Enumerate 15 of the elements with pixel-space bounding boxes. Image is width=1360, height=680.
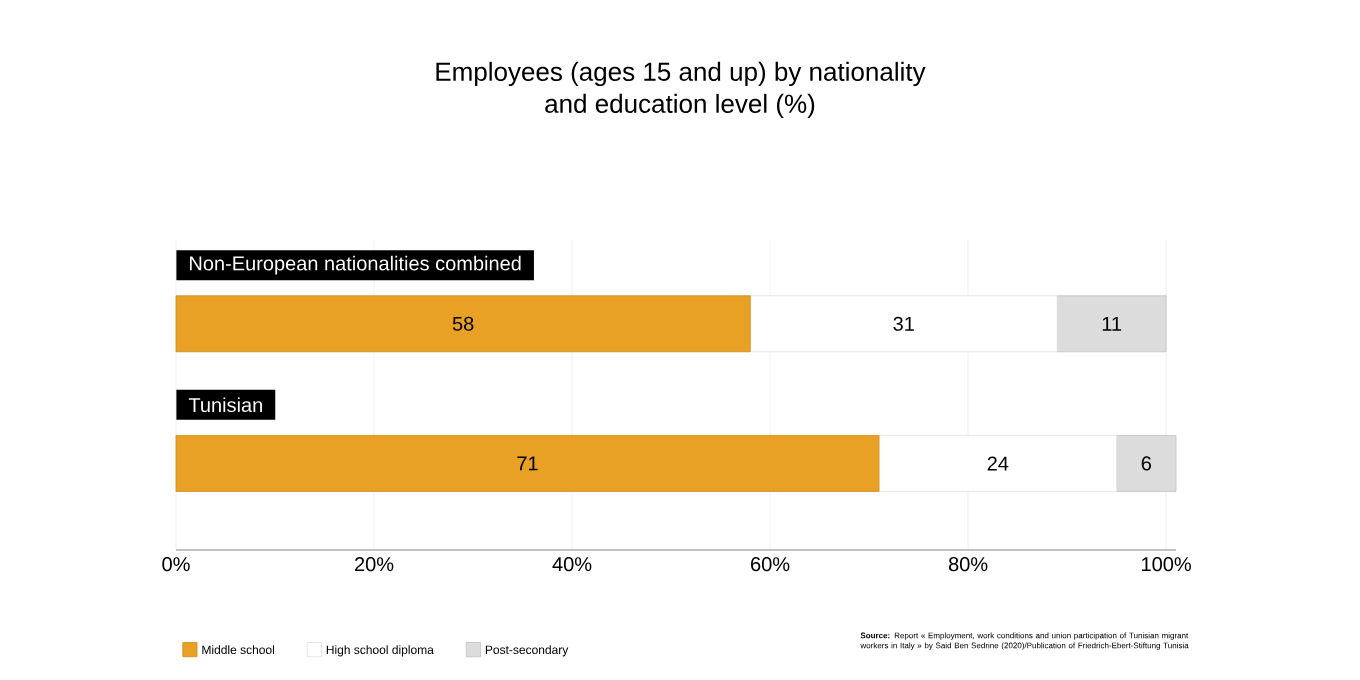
- x-tick-label: 60%: [751, 557, 790, 572]
- x-tick-label: 0%: [162, 557, 190, 572]
- data-label: 11: [1102, 316, 1122, 331]
- x-tick-label: 100%: [1142, 557, 1191, 572]
- data-label: 24: [987, 456, 1009, 471]
- x-tick-label: 80%: [948, 557, 988, 572]
- data-label: 71: [517, 456, 538, 471]
- data-label: 6: [1141, 456, 1152, 471]
- data-label: 58: [452, 316, 474, 331]
- y-tick-label: Tunisian: [188, 397, 262, 413]
- x-tick-label: 20%: [355, 557, 394, 572]
- y-tick-label: Non-European nationalities combined: [190, 255, 521, 275]
- chart-title: Employees (ages 15 and up) by nationality and education level (%): [436, 61, 926, 119]
- x-tick-label: 40%: [552, 557, 592, 572]
- data-label: 31: [893, 316, 914, 331]
